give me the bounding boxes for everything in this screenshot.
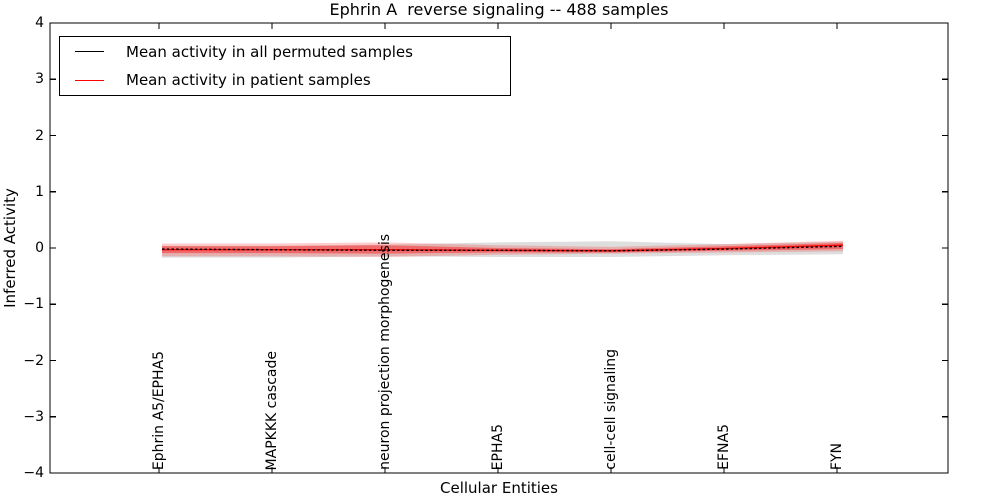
legend: Mean activity in all permuted samples Me…: [59, 36, 511, 96]
band-permuted-samples-spread: [162, 241, 843, 258]
band-patient-samples-spread-inner: [162, 242, 843, 254]
y-tick-label: −3: [23, 408, 44, 425]
legend-label-permuted: Mean activity in all permuted samples: [126, 42, 413, 61]
legend-entry-permuted: Mean activity in all permuted samples: [60, 38, 510, 66]
legend-label-patient: Mean activity in patient samples: [126, 71, 371, 90]
y-tick-label: −1: [23, 296, 44, 313]
y-tick-label: 0: [35, 240, 44, 256]
x-tick-label: EFNA5: [716, 424, 732, 470]
x-tick-label: cell-cell signaling: [603, 349, 619, 470]
x-tick-label: FYN: [829, 442, 845, 470]
legend-entry-patient: Mean activity in patient samples: [60, 66, 510, 94]
legend-line-sample-patient: [75, 79, 104, 81]
y-tick-label: −2: [23, 352, 44, 369]
series-line: [161, 245, 844, 252]
legend-line-sample-permuted: [75, 51, 104, 53]
x-axis-label: Cellular Entities: [440, 479, 558, 497]
x-tick-label: MAPKKK cascade: [264, 350, 280, 470]
x-tick-label: Ephrin A5/EPHA5: [151, 350, 167, 470]
chart-title: Ephrin A reverse signaling -- 488 sample…: [329, 0, 669, 19]
x-tick-label: EPHA5: [490, 423, 506, 470]
band-patient-samples-spread-outer: [162, 240, 843, 257]
y-tick-label: 2: [35, 127, 44, 144]
x-tick-label: neuron projection morphogenesis: [377, 234, 393, 470]
y-tick-label: 4: [35, 15, 44, 31]
y-tick-label: 1: [35, 183, 44, 200]
y-tick-label: −4: [23, 465, 44, 481]
y-tick-label: 3: [35, 71, 44, 88]
